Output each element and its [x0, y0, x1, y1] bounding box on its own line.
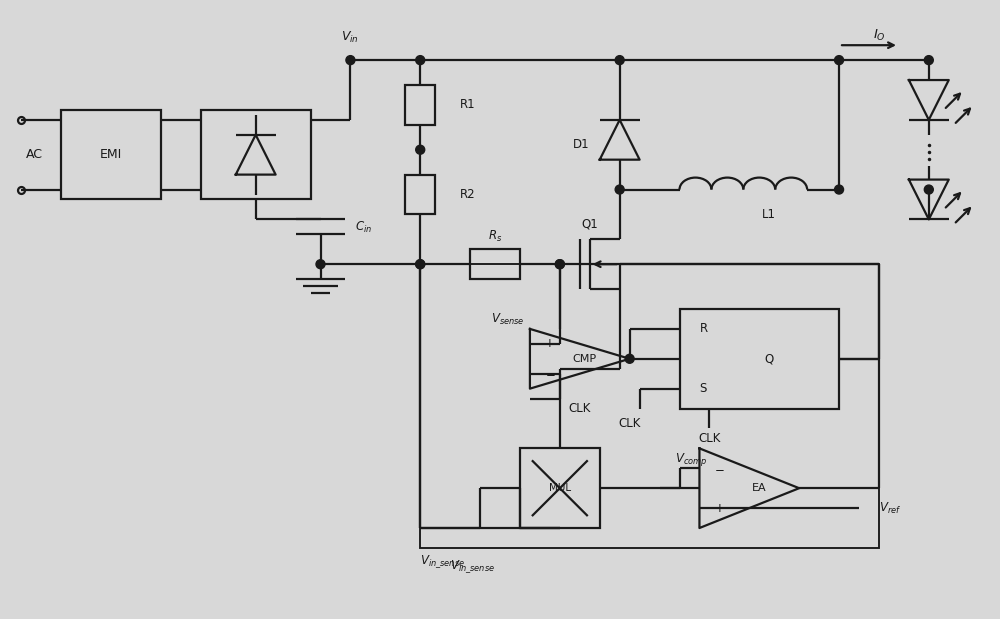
Bar [61, 110, 161, 199]
Text: R1: R1 [460, 98, 476, 111]
Circle shape [416, 56, 425, 64]
Text: $I_O$: $I_O$ [873, 28, 885, 43]
Text: CLK: CLK [698, 432, 721, 445]
Text: L1: L1 [762, 208, 776, 221]
Text: EMI: EMI [100, 148, 122, 161]
Text: AC: AC [26, 148, 43, 161]
Text: $V_{in}$: $V_{in}$ [341, 30, 359, 45]
Text: $-$: $-$ [714, 462, 725, 475]
Text: $V_{sense}$: $V_{sense}$ [491, 311, 525, 326]
Text: Q: Q [765, 352, 774, 365]
Circle shape [555, 260, 564, 269]
Bar [470, 249, 520, 279]
Bar [420, 264, 879, 548]
Circle shape [615, 56, 624, 64]
Circle shape [416, 145, 425, 154]
Text: D1: D1 [573, 138, 590, 151]
Text: EA: EA [752, 483, 767, 493]
Text: Q1: Q1 [581, 218, 598, 231]
Text: CLK: CLK [569, 402, 591, 415]
Bar [520, 448, 600, 528]
Circle shape [555, 260, 564, 269]
Text: CLK: CLK [618, 417, 641, 430]
Text: $-$: $-$ [545, 367, 555, 380]
Text: $C_{in}$: $C_{in}$ [355, 220, 373, 235]
Text: $V_{ref}$: $V_{ref}$ [879, 501, 901, 516]
Circle shape [625, 354, 634, 363]
Text: R2: R2 [460, 188, 476, 201]
Bar [405, 175, 435, 214]
Text: CMP: CMP [573, 354, 597, 364]
Circle shape [835, 185, 844, 194]
Text: S: S [699, 382, 707, 395]
Circle shape [835, 56, 844, 64]
Text: +: + [545, 337, 555, 350]
Circle shape [316, 260, 325, 269]
Circle shape [416, 260, 425, 269]
Circle shape [924, 185, 933, 194]
Text: $R_s$: $R_s$ [488, 229, 502, 245]
Text: MUL: MUL [549, 483, 571, 493]
Bar [680, 309, 839, 409]
Circle shape [924, 56, 933, 64]
Text: $V_{in\_sense}$: $V_{in\_sense}$ [420, 553, 465, 569]
Text: R: R [699, 322, 708, 335]
Bar [201, 110, 311, 199]
Circle shape [615, 185, 624, 194]
Circle shape [346, 56, 355, 64]
Text: $V_{in\_sense}$: $V_{in\_sense}$ [450, 558, 495, 574]
Circle shape [416, 260, 425, 269]
Text: +: + [714, 501, 724, 514]
Text: $V_{comp}$: $V_{comp}$ [675, 451, 707, 469]
Bar [405, 85, 435, 125]
